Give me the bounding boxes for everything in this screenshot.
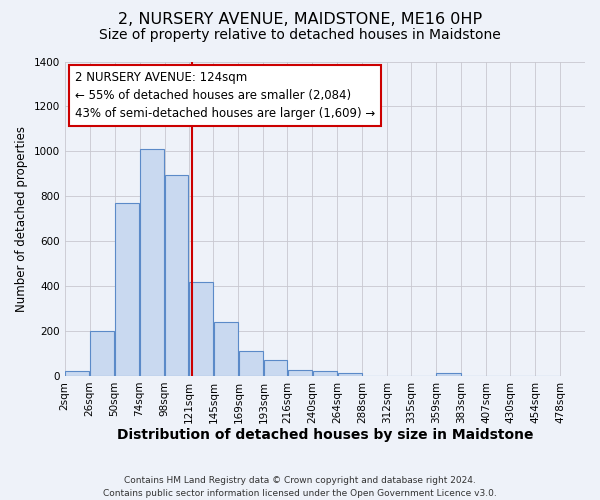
Bar	[263, 360, 287, 376]
Bar	[214, 322, 238, 376]
Bar	[90, 331, 115, 376]
X-axis label: Distribution of detached houses by size in Maidstone: Distribution of detached houses by size …	[116, 428, 533, 442]
Text: Size of property relative to detached houses in Maidstone: Size of property relative to detached ho…	[99, 28, 501, 42]
Bar	[436, 372, 461, 376]
Text: 2 NURSERY AVENUE: 124sqm
← 55% of detached houses are smaller (2,084)
43% of sem: 2 NURSERY AVENUE: 124sqm ← 55% of detach…	[75, 71, 376, 120]
Bar	[115, 203, 139, 376]
Bar	[239, 352, 263, 376]
Bar	[165, 175, 188, 376]
Bar	[140, 149, 164, 376]
Text: 2, NURSERY AVENUE, MAIDSTONE, ME16 0HP: 2, NURSERY AVENUE, MAIDSTONE, ME16 0HP	[118, 12, 482, 28]
Bar	[313, 371, 337, 376]
Bar	[189, 282, 213, 376]
Bar	[338, 372, 362, 376]
Bar	[287, 370, 312, 376]
Bar	[65, 372, 89, 376]
Text: Contains HM Land Registry data © Crown copyright and database right 2024.
Contai: Contains HM Land Registry data © Crown c…	[103, 476, 497, 498]
Y-axis label: Number of detached properties: Number of detached properties	[15, 126, 28, 312]
